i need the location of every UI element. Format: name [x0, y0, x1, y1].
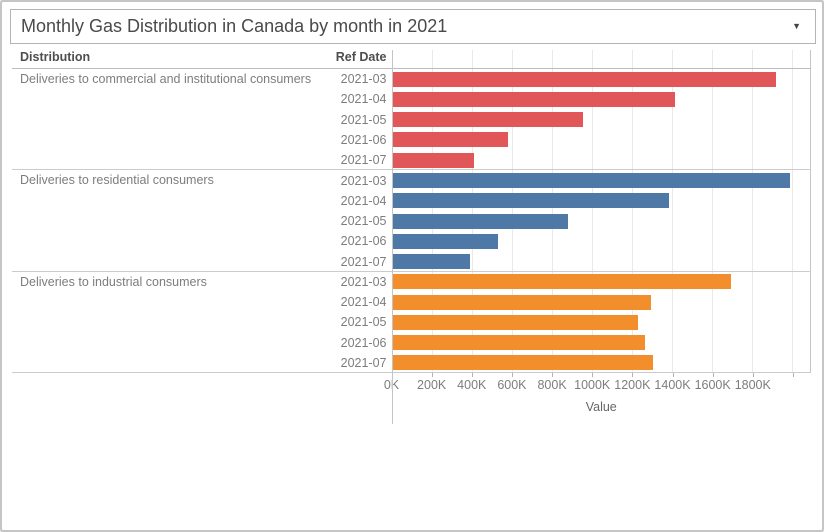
table-row: 2021-04 [12, 191, 811, 211]
bar-track [392, 193, 812, 209]
bar-track [392, 254, 812, 270]
bar[interactable] [392, 213, 568, 229]
bar-track [392, 91, 812, 107]
chart-pane-left-border [391, 50, 393, 424]
tick-mark [511, 373, 513, 378]
ref-date-label: 2021-03 [340, 274, 387, 289]
table-row: 2021-03 [12, 170, 811, 190]
bar-track [392, 213, 812, 229]
ref-date-label: 2021-03 [340, 72, 387, 87]
tick-label: 1200K [614, 378, 651, 393]
table-row: 2021-06 [12, 231, 811, 251]
column-header-distribution: Distribution [20, 50, 91, 64]
bar-track [392, 173, 812, 189]
bar[interactable] [392, 71, 777, 87]
dropdown-caret-icon[interactable]: ▼ [792, 21, 801, 31]
table-row: 2021-05 [12, 312, 811, 332]
tick-label: 1000K [574, 378, 611, 393]
ref-date-label: 2021-03 [340, 173, 387, 188]
bar[interactable] [392, 112, 583, 128]
x-axis-label: Value [585, 400, 617, 415]
ref-date-label: 2021-04 [340, 193, 387, 208]
bar[interactable] [392, 91, 675, 107]
ref-date-label: 2021-06 [340, 335, 387, 350]
tick-mark [752, 373, 754, 378]
sheet-selector[interactable]: Monthly Gas Distribution in Canada by mo… [10, 9, 816, 44]
ref-date-label: 2021-04 [340, 295, 387, 310]
distribution-label: Deliveries to commercial and institution… [20, 72, 312, 86]
bar-track [392, 335, 812, 351]
table-row: 2021-07 [12, 150, 811, 170]
tick-label: 600K [497, 378, 527, 393]
bar-chart: Distribution Ref Date Deliveries to comm… [12, 50, 811, 428]
table-row: 2021-04 [12, 292, 811, 312]
tick-label: 1400K [654, 378, 691, 393]
tick-mark [792, 373, 794, 378]
bar[interactable] [392, 193, 669, 209]
ref-date-label: 2021-06 [340, 132, 387, 147]
ref-date-label: 2021-07 [340, 355, 387, 370]
bar[interactable] [392, 254, 471, 270]
tick-label: 200K [417, 378, 447, 393]
bar[interactable] [392, 173, 791, 189]
ref-date-label: 2021-05 [340, 112, 387, 127]
ref-date-label: 2021-05 [340, 214, 387, 229]
table-row: 2021-03 [12, 272, 811, 292]
bar[interactable] [392, 132, 509, 148]
distribution-label: Deliveries to residential consumers [20, 173, 214, 188]
ref-date-label: 2021-07 [340, 153, 387, 168]
bar[interactable] [392, 274, 732, 290]
tick-mark [712, 373, 714, 378]
tick-label: 400K [457, 378, 487, 393]
bar-track [392, 274, 812, 290]
bar-track [392, 314, 812, 330]
bar[interactable] [392, 294, 651, 310]
tick-mark [431, 373, 433, 378]
category-group: Deliveries to commercial and institution… [12, 69, 811, 171]
ref-date-label: 2021-07 [340, 254, 387, 269]
column-header-refdate: Ref Date [335, 50, 387, 64]
x-axis: 0K200K400K600K800K1000K1200K1400K1600K18… [384, 373, 812, 427]
tick-label: 800K [537, 378, 567, 393]
bar-track [392, 233, 812, 249]
chart-title: Monthly Gas Distribution in Canada by mo… [21, 16, 448, 36]
bar-track [392, 132, 812, 148]
bar-track [392, 112, 812, 128]
ref-date-label: 2021-04 [340, 92, 387, 107]
bar[interactable] [392, 314, 638, 330]
bar[interactable] [392, 152, 475, 168]
chart-rows: Deliveries to commercial and institution… [12, 69, 811, 374]
table-row: 2021-04 [12, 89, 811, 109]
tick-label: 1800K [734, 378, 771, 393]
tick-mark [471, 373, 473, 378]
table-row: 2021-06 [12, 130, 811, 150]
bar-track [392, 294, 812, 310]
ref-date-label: 2021-06 [340, 234, 387, 249]
category-group: Deliveries to industrial consumers 2021-0… [12, 272, 811, 374]
table-row: 2021-06 [12, 333, 811, 353]
bar-track [392, 152, 812, 168]
bar-track [392, 355, 812, 371]
tick-mark [672, 373, 674, 378]
tick-mark [632, 373, 634, 378]
bar[interactable] [392, 335, 645, 351]
table-row: 2021-03 [12, 69, 811, 89]
bar[interactable] [392, 233, 499, 249]
ref-date-label: 2021-05 [340, 315, 387, 330]
tick-mark [552, 373, 554, 378]
table-row: 2021-05 [12, 211, 811, 231]
category-group: Deliveries to residential consumers 2021-… [12, 170, 811, 272]
table-row: 2021-07 [12, 251, 811, 271]
distribution-label: Deliveries to industrial consumers [20, 274, 207, 289]
bar-track [392, 71, 812, 87]
tick-label: 1600K [694, 378, 731, 393]
bar[interactable] [392, 355, 653, 371]
table-header-row: Distribution Ref Date [12, 50, 811, 69]
table-row: 2021-05 [12, 110, 811, 130]
table-row: 2021-07 [12, 353, 811, 373]
tick-mark [592, 373, 594, 378]
